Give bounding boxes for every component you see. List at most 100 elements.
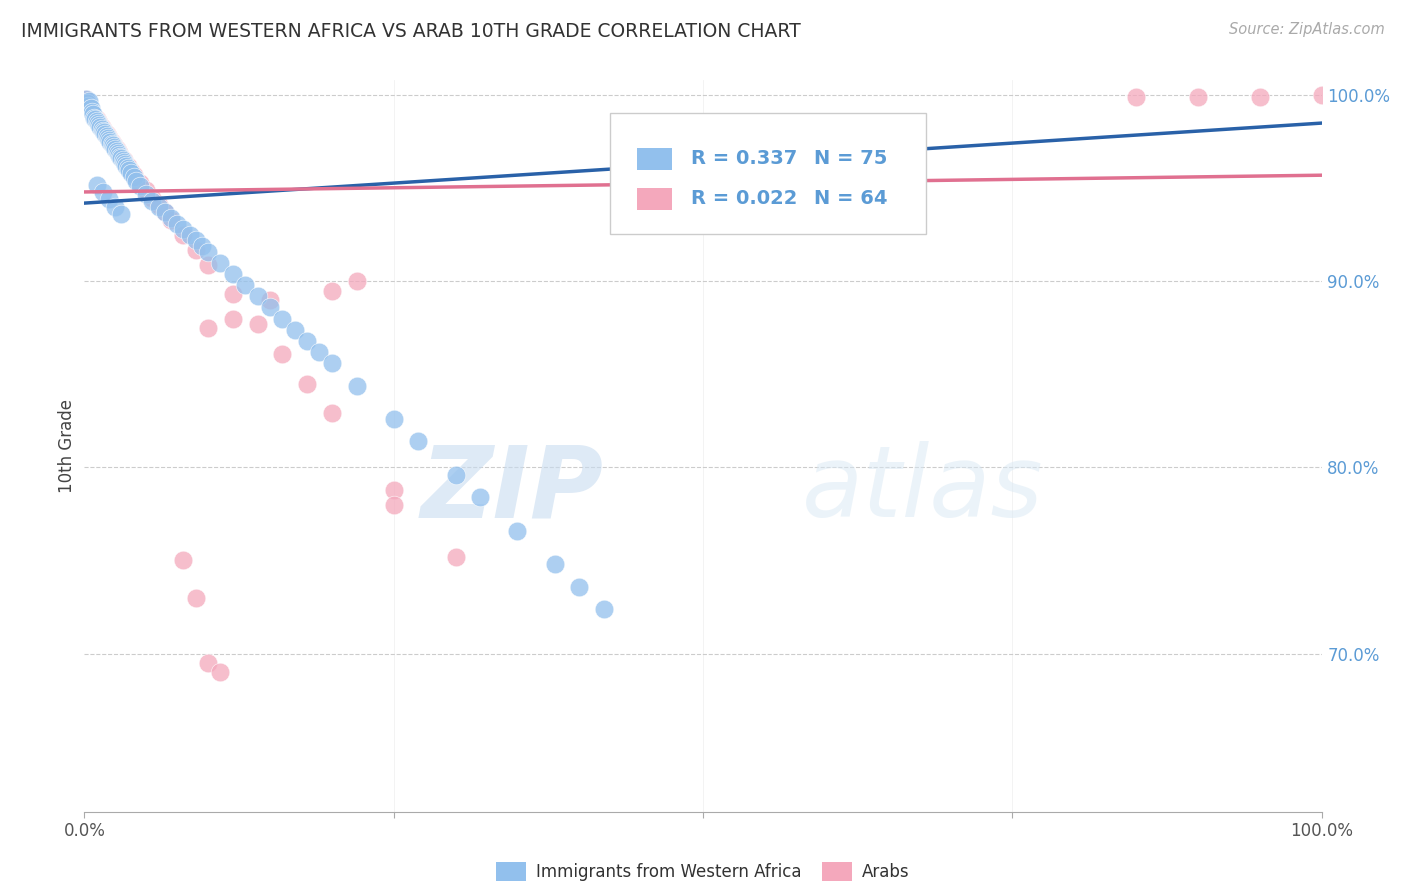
Point	[129, 176, 152, 190]
Y-axis label: 10th Grade: 10th Grade	[58, 399, 76, 493]
Point	[94, 128, 117, 142]
Point	[110, 152, 132, 166]
Point	[408, 434, 430, 449]
Point	[382, 483, 405, 497]
Point	[148, 198, 170, 212]
Point	[75, 92, 97, 106]
Point	[79, 101, 101, 115]
Point	[94, 125, 117, 139]
Point	[259, 301, 281, 315]
Point	[103, 140, 125, 154]
Point	[112, 153, 135, 168]
Point	[105, 142, 128, 156]
Text: R = 0.022: R = 0.022	[690, 189, 797, 208]
Point	[148, 200, 170, 214]
Point	[120, 164, 142, 178]
Point	[135, 186, 157, 201]
Point	[346, 378, 368, 392]
Point	[87, 114, 110, 128]
Point	[470, 490, 492, 504]
Point	[222, 287, 245, 301]
Point	[110, 207, 132, 221]
Point	[111, 153, 134, 168]
Point	[191, 239, 214, 253]
Text: Source: ZipAtlas.com: Source: ZipAtlas.com	[1229, 22, 1385, 37]
Point	[101, 136, 124, 151]
Point	[76, 95, 98, 110]
Point	[153, 205, 176, 219]
Point	[135, 183, 157, 197]
Point	[97, 129, 120, 144]
Text: IMMIGRANTS FROM WESTERN AFRICA VS ARAB 10TH GRADE CORRELATION CHART: IMMIGRANTS FROM WESTERN AFRICA VS ARAB 1…	[21, 22, 801, 41]
Point	[172, 222, 194, 236]
Point	[141, 190, 163, 204]
Point	[108, 147, 131, 161]
Point	[321, 406, 343, 420]
Point	[98, 133, 121, 147]
Point	[129, 179, 152, 194]
Point	[1249, 90, 1271, 104]
Point	[284, 323, 307, 337]
Point	[83, 111, 105, 125]
Point	[104, 142, 127, 156]
Point	[184, 233, 207, 247]
Point	[80, 104, 103, 119]
Point	[118, 162, 141, 177]
Point	[115, 159, 138, 173]
Point	[321, 284, 343, 298]
Point	[89, 116, 111, 130]
FancyBboxPatch shape	[637, 148, 672, 170]
Point	[382, 412, 405, 426]
Point	[120, 166, 142, 180]
Point	[295, 376, 318, 391]
Point	[117, 159, 139, 173]
Text: N = 75: N = 75	[814, 149, 887, 168]
Point	[754, 162, 776, 177]
Point	[84, 111, 107, 125]
Point	[89, 118, 111, 132]
Point	[100, 135, 122, 149]
Point	[506, 524, 529, 538]
Point	[98, 193, 121, 207]
Point	[97, 131, 120, 145]
Point	[91, 123, 114, 137]
Point	[1310, 88, 1333, 103]
Point	[84, 112, 107, 127]
Point	[100, 136, 122, 151]
Point	[271, 311, 294, 326]
Point	[107, 145, 129, 160]
Text: ZIP: ZIP	[420, 442, 605, 539]
Point	[90, 121, 112, 136]
Point	[308, 345, 330, 359]
Point	[82, 107, 104, 121]
Point	[166, 217, 188, 231]
Point	[271, 347, 294, 361]
Point	[246, 289, 269, 303]
Point	[104, 140, 127, 154]
Text: atlas: atlas	[801, 442, 1043, 539]
Point	[184, 243, 207, 257]
Point	[114, 157, 136, 171]
Legend: Immigrants from Western Africa, Arabs: Immigrants from Western Africa, Arabs	[489, 855, 917, 888]
Point	[112, 155, 135, 169]
Point	[1125, 90, 1147, 104]
Point	[593, 602, 616, 616]
Point	[89, 120, 111, 134]
Point	[122, 169, 145, 184]
Point	[83, 109, 105, 123]
Point	[110, 150, 132, 164]
Point	[98, 131, 121, 145]
Point	[87, 116, 110, 130]
Point	[153, 205, 176, 219]
Point	[86, 112, 108, 127]
Point	[179, 227, 201, 242]
Point	[80, 104, 103, 119]
FancyBboxPatch shape	[610, 113, 925, 234]
Point	[75, 92, 97, 106]
Point	[110, 150, 132, 164]
Point	[79, 94, 101, 108]
Point	[91, 185, 114, 199]
Point	[122, 168, 145, 182]
FancyBboxPatch shape	[637, 188, 672, 211]
Point	[172, 553, 194, 567]
